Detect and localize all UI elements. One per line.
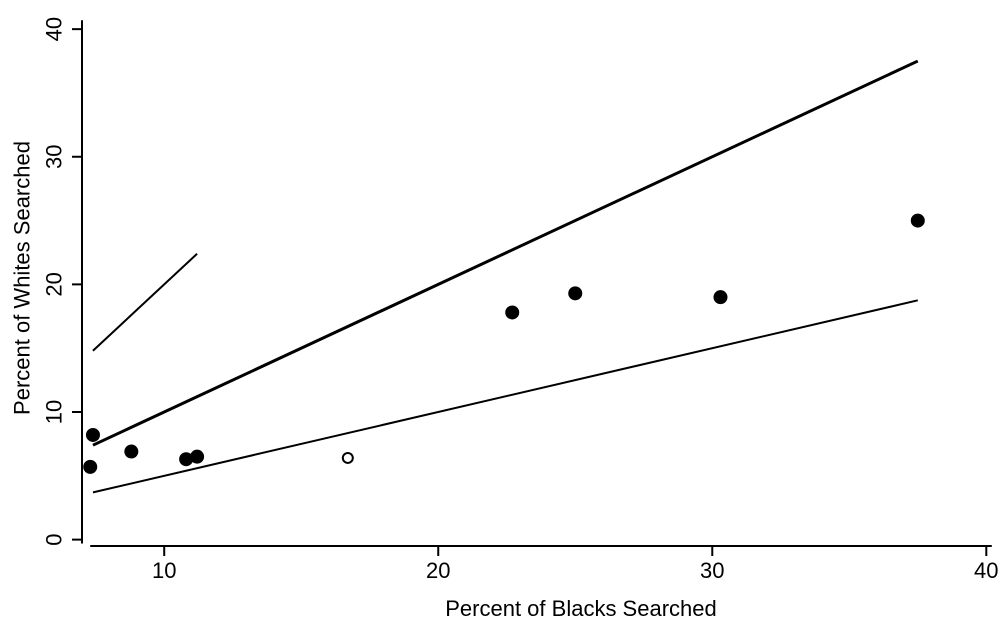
reference-line	[92, 59, 919, 447]
x-ticks: 10 20 30 40	[152, 546, 999, 583]
y-tick-label: 0	[42, 533, 67, 545]
data-point	[83, 459, 98, 474]
data-point	[713, 290, 728, 305]
data-points	[83, 213, 925, 474]
data-point	[124, 444, 139, 459]
data-point	[190, 449, 205, 464]
axes: 10 20 30 40 0 10 20 30 40	[42, 17, 999, 583]
x-tick-label: 30	[700, 558, 724, 583]
y-axis-title: Percent of Whites Searched	[10, 141, 35, 415]
data-point	[568, 286, 583, 301]
reference-line	[92, 299, 919, 494]
reference-lines	[92, 59, 919, 494]
y-tick-label: 40	[42, 17, 67, 41]
data-point	[910, 213, 925, 228]
x-tick-label: 40	[974, 558, 998, 583]
x-axis-title: Percent of Blacks Searched	[445, 596, 716, 621]
data-point	[85, 427, 100, 442]
y-ticks: 0 10 20 30 40	[42, 17, 82, 546]
x-tick-label: 10	[152, 558, 176, 583]
hollow-data-point	[341, 451, 354, 464]
x-tick-label: 20	[426, 558, 450, 583]
reference-line	[92, 253, 198, 352]
data-point	[505, 305, 520, 320]
y-tick-label: 10	[42, 400, 67, 424]
y-tick-label: 20	[42, 272, 67, 296]
y-tick-label: 30	[42, 145, 67, 169]
